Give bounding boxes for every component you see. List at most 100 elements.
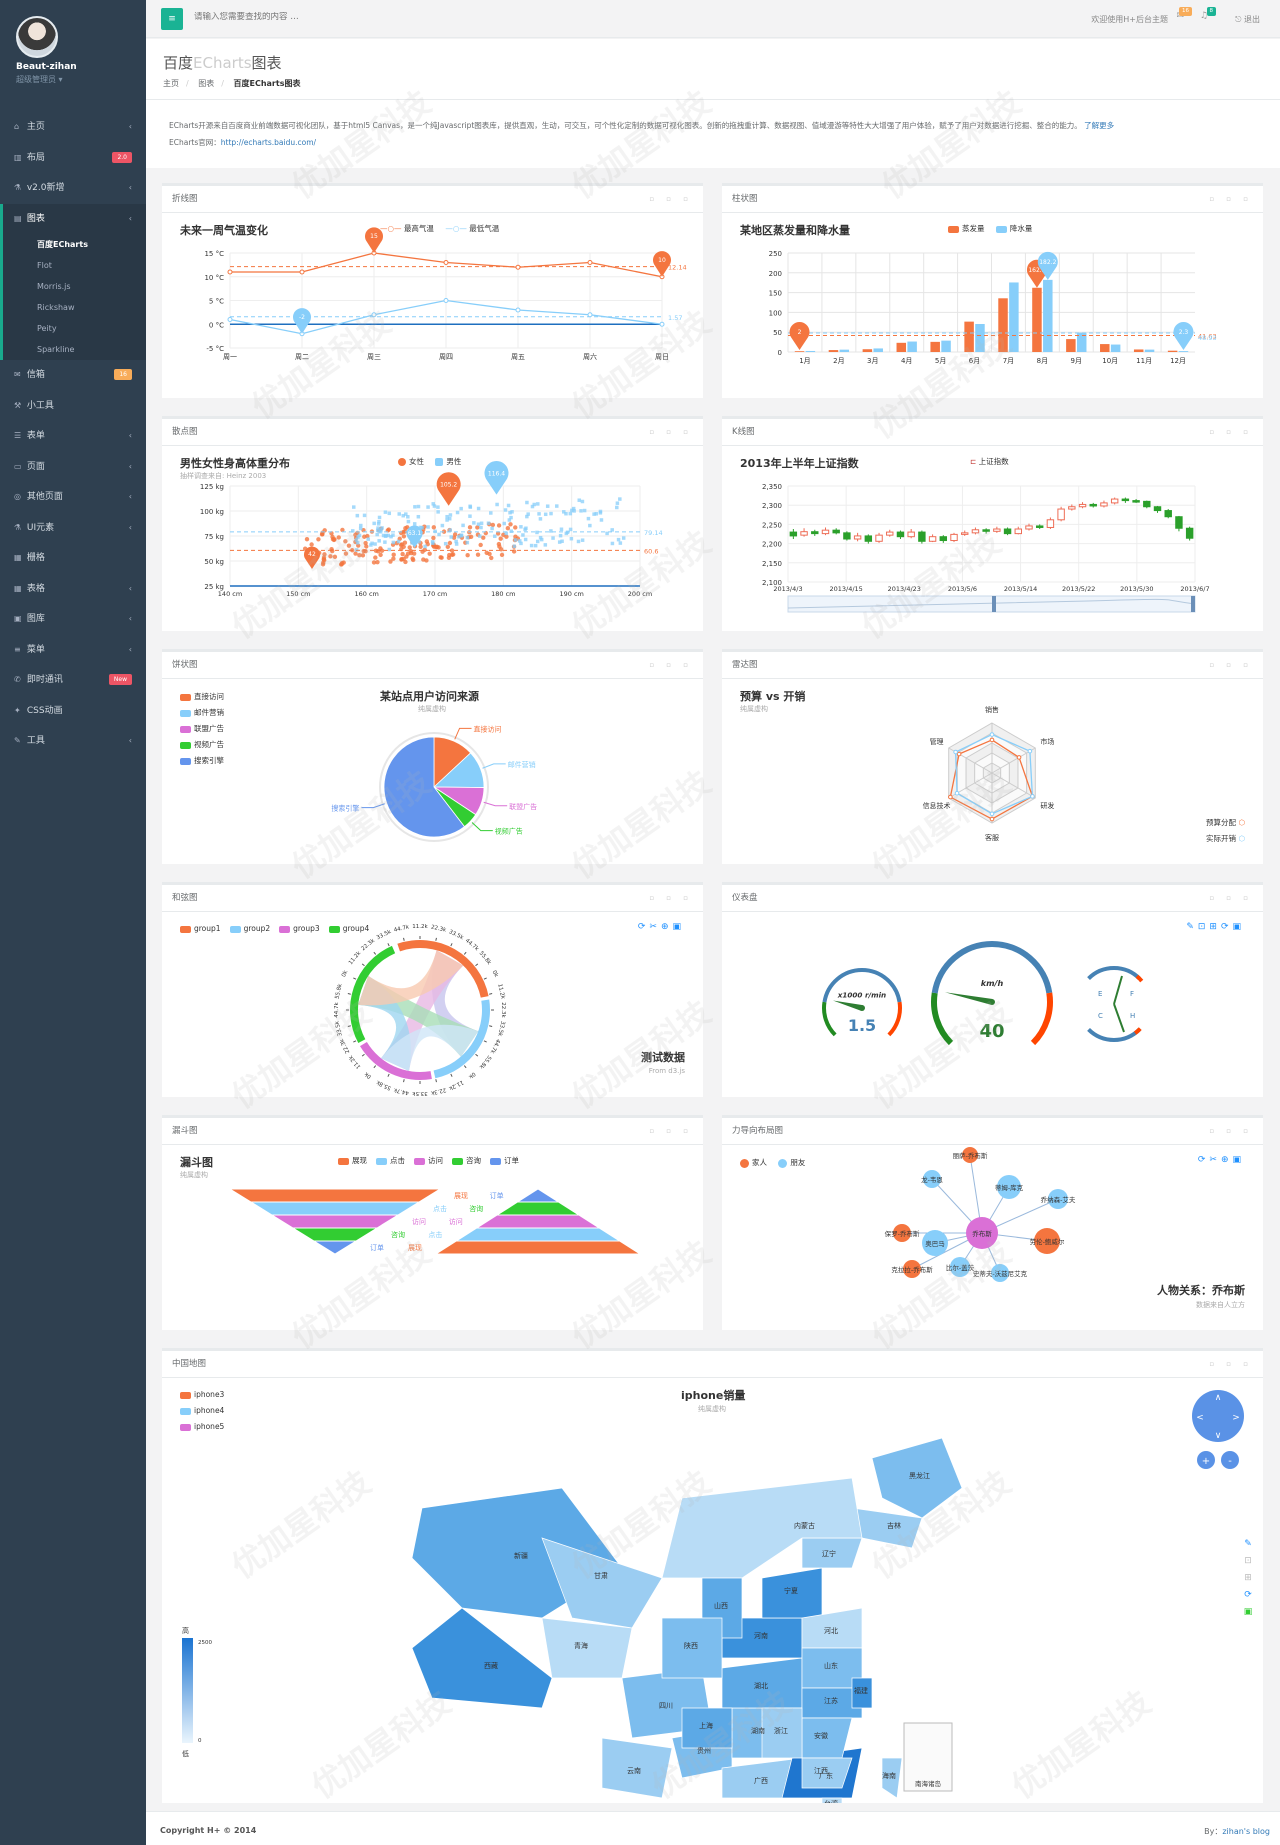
bar [975,324,985,352]
avatar[interactable] [16,16,58,58]
sidebar-item-13[interactable]: ≡ 菜单 ‹ [0,635,146,666]
subnav-item[interactable]: Morris.js [37,282,71,291]
panel-tools-icon[interactable]: ▫ ▫ ▫ [649,1127,693,1135]
legend-item[interactable]: 访问 [414,1155,443,1166]
legend: 蒸发量 降水量 [948,223,1041,234]
legend-item[interactable]: —○— 最低气温 [445,224,500,233]
scatter-point-female [424,539,430,544]
map-region-label: 河南 [754,1631,768,1640]
user-name[interactable]: Beaut-zihan [16,62,77,72]
legend-item[interactable]: 展现 [338,1155,367,1166]
sidebar-item-5[interactable]: ⚒ 小工具 [0,391,146,422]
breadcrumb-home[interactable]: 主页 [163,79,179,88]
legend-item[interactable]: 预算分配 ⬡ [1206,818,1245,827]
menu-toggle-button[interactable]: ≡ [161,8,183,30]
sidebar-item-16[interactable]: ✎ 工具 ‹ [0,726,146,757]
sidebar-item-8[interactable]: ◎ 其他页面 ‹ [0,482,146,513]
legend-item[interactable]: group1 [180,924,221,933]
legend-item[interactable]: iphone3 [180,1387,224,1403]
logout-link[interactable]: ⎋ 退出 [1235,15,1260,24]
user-role[interactable]: 超级管理员 ▾ [16,75,63,84]
scatter-point-female [400,551,405,557]
legend-item[interactable]: —○— 最高气温 [380,224,434,233]
subnav-item[interactable]: Flot [37,261,52,270]
chart-toolbox[interactable]: ⟳✂⊕▣ [637,922,685,932]
mail-icon[interactable]: ✉ [1176,11,1184,21]
subnav-item[interactable]: Rickshaw [37,303,75,312]
chord-tick-label: 0k [467,1070,477,1079]
chart-toolbox[interactable]: ⟳✂⊕▣ [1197,1155,1245,1165]
average-label: 12.14 [668,264,687,272]
datazoom-shadow [787,598,1196,609]
panel-tools-icon[interactable]: ▫ ▫ ▫ [1209,661,1253,669]
sidebar-item-12[interactable]: ▣ 图库 ‹ [0,604,146,635]
scatter-point-female [331,537,337,543]
panel-tools-icon[interactable]: ▫ ▫ ▫ [1209,195,1253,203]
scatter-point-male [406,515,410,519]
search-input[interactable] [194,12,494,22]
site-link[interactable]: http://echarts.baidu.com/ [220,138,317,147]
gauge-arc [1087,1027,1141,1042]
legend-item[interactable]: ⊏ 上证指数 [970,457,1009,466]
legend-item[interactable]: 实际开销 ⬡ [1206,834,1245,843]
x-tick-label: 150 cm [286,590,310,598]
legend-item[interactable]: 邮件营销 [180,705,224,721]
y-tick-label: 15 °C [204,250,224,258]
legend-item[interactable]: 朋友 [778,1157,805,1168]
scatter-point-male [437,532,441,537]
bell-icon[interactable]: ♫ [1199,11,1208,21]
chart-toolbox[interactable]: ✎⊡⊞⟳▣ [1186,922,1245,932]
legend-item[interactable]: 女性 [398,456,424,467]
legend-item[interactable]: group2 [229,924,270,933]
learn-more-link[interactable]: 了解更多 [1084,121,1115,130]
legend-item[interactable]: 男性 [435,456,461,467]
sidebar-item-0[interactable]: ⌂ 主页 ‹ [0,112,146,143]
legend-item[interactable]: 家人 [740,1157,767,1168]
legend-item[interactable]: 联盟广告 [180,721,224,737]
legend-item[interactable]: 视频广告 [180,737,224,753]
panel-tools-icon[interactable]: ▫ ▫ ▫ [1209,1127,1253,1135]
panel-tools-icon[interactable]: ▫ ▫ ▫ [649,195,693,203]
scatter-point-female [399,557,404,562]
panel-map: 中国地图 ▫ ▫ ▫ iphone3 iphone4 iphone5 iphone销量… [162,1348,1263,1829]
sidebar-item-10[interactable]: ▦ 栅格 [0,543,146,574]
sidebar-item-6[interactable]: ☰ 表单 ‹ [0,421,146,452]
breadcrumb-charts[interactable]: 图表 [198,79,215,88]
legend-item[interactable]: group3 [279,924,320,933]
subnav-item[interactable]: 百度ECharts [37,240,88,249]
panel-tools-icon[interactable]: ▫ ▫ ▫ [649,428,693,436]
sidebar-item-2[interactable]: ⚗ v2.0新增 ‹ [0,173,146,204]
blog-link[interactable]: zihan's blog [1222,1827,1270,1836]
legend-item[interactable]: iphone5 [180,1419,224,1435]
legend-item[interactable]: group4 [328,924,369,933]
sidebar-item-1[interactable]: ▥ 布局 2.0 [0,143,146,174]
radar-point [989,811,995,817]
radar-indicator-label: 销售 [985,705,999,714]
subnav-item[interactable]: Peity [37,324,57,333]
sidebar-item-3[interactable]: ▤ 图表 ‹ [0,203,146,234]
legend-item[interactable]: 降水量 [995,223,1032,234]
sidebar-item-15[interactable]: ✦ CSS动画 [0,696,146,727]
legend-item[interactable]: 订单 [490,1155,519,1166]
roam-up-icon: ∧ [1215,1393,1222,1403]
x-tick-label: 4月 [901,357,912,365]
legend-item[interactable]: 咨询 [452,1155,481,1166]
sidebar-item-14[interactable]: ✆ 即时通讯 New [0,665,146,696]
sidebar-item-11[interactable]: ▦ 表格 ‹ [0,574,146,605]
panel-tools-icon[interactable]: ▫ ▫ ▫ [1209,1360,1253,1368]
chord-tick-label: 44.7k [393,1086,410,1095]
panel-tools-icon[interactable]: ▫ ▫ ▫ [649,894,693,902]
legend-item[interactable]: 直接访问 [180,689,224,705]
sidebar-item-4[interactable]: ✉ 信箱 16 [0,360,146,391]
sidebar-item-7[interactable]: ▭ 页面 ‹ [0,452,146,483]
legend-item[interactable]: 搜索引擎 [180,753,224,769]
sidebar-item-9[interactable]: ⚗ UI元素 ‹ [0,513,146,544]
subnav-item[interactable]: Sparkline [37,345,75,354]
panel-tools-icon[interactable]: ▫ ▫ ▫ [1209,428,1253,436]
legend-item[interactable]: iphone4 [180,1403,224,1419]
legend-item[interactable]: 点击 [376,1155,405,1166]
legend-item[interactable]: 蒸发量 [948,223,985,234]
panel-tools-icon[interactable]: ▫ ▫ ▫ [1209,894,1253,902]
panel-tools-icon[interactable]: ▫ ▫ ▫ [649,661,693,669]
